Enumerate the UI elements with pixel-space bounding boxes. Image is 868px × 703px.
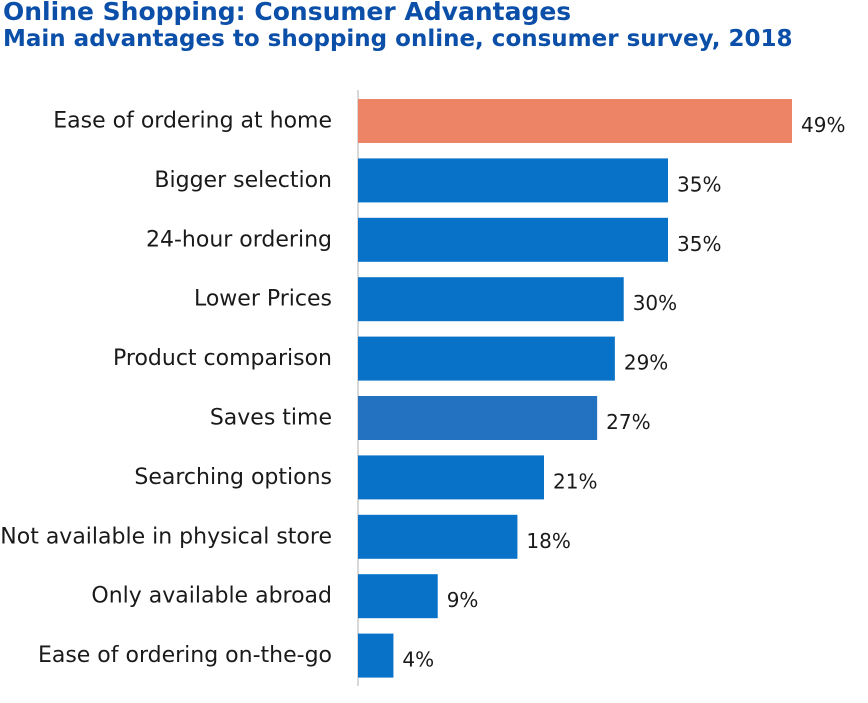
value-label-9: 4% <box>402 648 434 672</box>
value-label-1: 35% <box>677 172 721 196</box>
bar-group <box>358 99 792 678</box>
value-label-6: 21% <box>553 469 597 493</box>
category-label-7: Not available in physical store <box>0 524 332 549</box>
bar-0 <box>358 99 792 143</box>
category-label-5: Saves time <box>210 406 332 431</box>
value-label-2: 35% <box>677 232 721 256</box>
bar-5 <box>358 396 598 440</box>
category-labels: Ease of ordering at home Bigger selection… <box>0 109 332 669</box>
bar-9 <box>358 633 394 678</box>
category-label-2: 24-hour ordering <box>146 227 332 252</box>
chart-title: Online Shopping: Consumer Advantages <box>3 0 572 26</box>
bar-8 <box>358 574 438 619</box>
value-label-4: 29% <box>624 351 668 375</box>
category-label-8: Only available abroad <box>91 584 332 609</box>
bar-3 <box>358 277 624 322</box>
value-label-7: 18% <box>526 529 570 553</box>
category-label-4: Product comparison <box>113 346 332 371</box>
category-label-3: Lower Prices <box>194 287 332 312</box>
value-labels: 49% 35% 35% 30% 29% 27% 21% 18% 9% 4% <box>402 113 845 672</box>
value-label-0: 49% <box>801 113 845 137</box>
category-label-9: Ease of ordering on-the-go <box>38 643 332 668</box>
chart-subtitle: Main advantages to shopping online, cons… <box>3 26 793 52</box>
category-label-1: Bigger selection <box>154 168 332 193</box>
category-label-6: Searching options <box>134 465 332 490</box>
category-label-0: Ease of ordering at home <box>53 109 332 134</box>
value-label-3: 30% <box>633 291 677 315</box>
bar-1 <box>358 158 668 203</box>
value-label-5: 27% <box>606 410 650 434</box>
bar-4 <box>358 336 615 381</box>
bar-6 <box>358 455 544 500</box>
value-label-8: 9% <box>447 588 479 612</box>
bar-7 <box>358 514 518 559</box>
bar-2 <box>358 217 668 262</box>
